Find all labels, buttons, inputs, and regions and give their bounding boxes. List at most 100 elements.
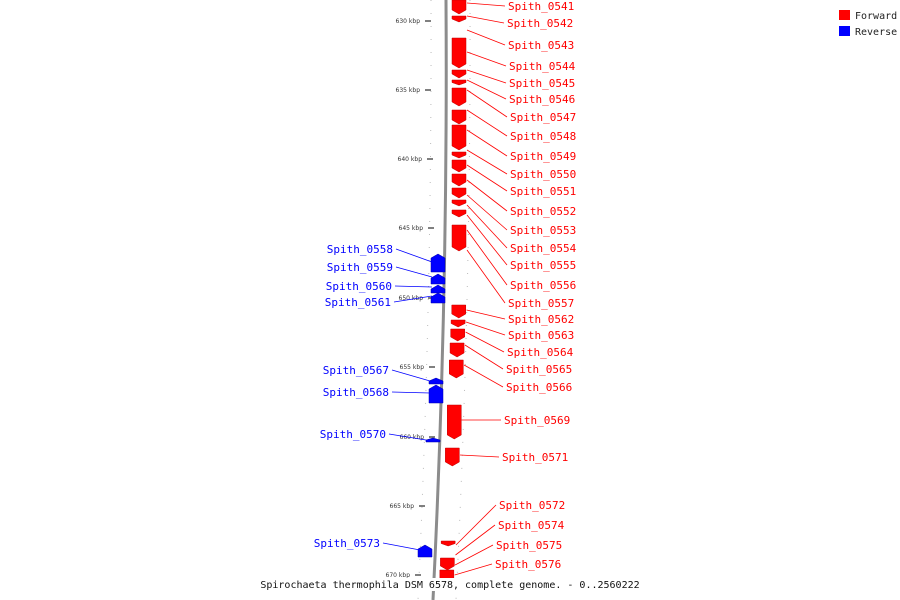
forward-gene-label[interactable]: Spith_0542: [507, 17, 573, 30]
forward-gene-label[interactable]: Spith_0543: [508, 39, 574, 52]
forward-gene-label[interactable]: Spith_0555: [510, 259, 576, 272]
forward-gene-label[interactable]: Spith_0548: [510, 130, 576, 143]
forward-gene-block[interactable]: [451, 15, 467, 23]
reverse-gene-block[interactable]: [425, 437, 441, 443]
forward-gene-label[interactable]: Spith_0571: [502, 451, 568, 464]
forward-gene-label[interactable]: Spith_0569: [504, 414, 570, 427]
forward-gene-label[interactable]: Spith_0545: [509, 77, 575, 90]
reverse-gene-block[interactable]: [430, 292, 446, 304]
forward-gene-block[interactable]: [451, 199, 467, 207]
legend: Forward Reverse: [839, 10, 897, 38]
forward-gene-leader: [466, 109, 508, 137]
forward-gene-leader: [466, 29, 506, 46]
scale-tick-label: 645 kbp: [399, 225, 424, 232]
reverse-gene-label[interactable]: Spith_0570: [320, 428, 386, 441]
forward-gene-label[interactable]: Spith_0554: [510, 242, 577, 255]
forward-gene-label[interactable]: Spith_0564: [507, 346, 574, 359]
forward-gene-label[interactable]: Spith_0575: [496, 539, 562, 552]
reverse-gene-label[interactable]: Spith_0567: [323, 364, 389, 377]
forward-gene-block[interactable]: [449, 342, 465, 358]
forward-gene-leader: [465, 321, 506, 336]
forward-gene-block[interactable]: [451, 187, 467, 199]
reverse-gene-label[interactable]: Spith_0568: [323, 386, 389, 399]
forward-gene-block[interactable]: [451, 151, 467, 159]
forward-gene-label[interactable]: Spith_0574: [498, 519, 565, 532]
forward-gene-leader: [466, 79, 507, 100]
forward-gene-block[interactable]: [451, 224, 467, 252]
forward-gene-label[interactable]: Spith_0562: [508, 313, 574, 326]
forward-gene-block[interactable]: [440, 540, 456, 547]
forward-gene-label[interactable]: Spith_0563: [508, 329, 574, 342]
reverse-gene-label[interactable]: Spith_0573: [314, 537, 380, 550]
forward-gene-label[interactable]: Spith_0576: [495, 558, 561, 571]
forward-gene-label[interactable]: Spith_0556: [510, 279, 576, 292]
forward-gene-block[interactable]: [451, 79, 467, 86]
reverse-gene-block[interactable]: [428, 384, 444, 404]
reverse-gene-label[interactable]: Spith_0559: [327, 261, 393, 274]
forward-gene-leader: [466, 179, 508, 212]
forward-gene-block[interactable]: [451, 159, 467, 173]
forward-gene-label[interactable]: Spith_0551: [510, 185, 576, 198]
scale-tick-label: 670 kbp: [386, 572, 411, 579]
forward-gene-leader: [466, 194, 508, 231]
forward-gene-label[interactable]: Spith_0553: [510, 224, 576, 237]
forward-gene-block[interactable]: [451, 69, 467, 79]
forward-gene-block[interactable]: [440, 557, 455, 571]
forward-gene-block[interactable]: [449, 359, 464, 379]
forward-gene-block[interactable]: [451, 124, 467, 151]
forward-gene-leader: [466, 51, 507, 67]
reverse-gene-block[interactable]: [428, 377, 444, 385]
forward-gene-block[interactable]: [451, 109, 467, 125]
reverse-gene-block[interactable]: [430, 253, 446, 273]
forward-gene-label[interactable]: Spith_0547: [510, 111, 576, 124]
forward-gene-leader: [466, 89, 508, 118]
forward-gene-block[interactable]: [451, 173, 467, 187]
forward-gene-leader: [466, 214, 508, 266]
forward-gene-leader: [466, 15, 505, 24]
legend-forward-swatch: [839, 10, 850, 20]
forward-gene-label[interactable]: Spith_0544: [509, 60, 576, 73]
reverse-gene-block[interactable]: [417, 544, 433, 558]
scale-tick-label: 650 kbp: [399, 295, 424, 302]
forward-gene-block[interactable]: [451, 0, 467, 15]
forward-gene-label[interactable]: Spith_0541: [508, 0, 574, 13]
scale-tick-label: 665 kbp: [390, 503, 415, 510]
forward-gene-block[interactable]: [450, 319, 466, 328]
forward-gene-label[interactable]: Spith_0550: [510, 168, 576, 181]
reverse-gene-leader: [394, 285, 433, 288]
forward-gene-leader: [454, 544, 494, 566]
reverse-gene-label[interactable]: Spith_0558: [327, 243, 393, 256]
forward-gene-block[interactable]: [451, 37, 467, 69]
scale-tick-label: 640 kbp: [398, 156, 423, 163]
reverse-gene-block[interactable]: [430, 273, 446, 285]
forward-gene-block[interactable]: [445, 447, 460, 467]
forward-gene-block[interactable]: [450, 328, 465, 342]
forward-gene-label[interactable]: Spith_0549: [510, 150, 576, 163]
forward-gene-label[interactable]: Spith_0566: [506, 381, 572, 394]
forward-gene-leader: [463, 364, 504, 388]
forward-gene-leader: [466, 309, 506, 320]
forward-gene-leader: [466, 249, 506, 304]
forward-gene-label[interactable]: Spith_0565: [506, 363, 572, 376]
caption-backdrop: [290, 578, 610, 591]
forward-gene-block[interactable]: [451, 87, 467, 107]
forward-gene-block[interactable]: [451, 209, 467, 218]
forward-gene-leader: [466, 164, 508, 192]
forward-gene-block[interactable]: [447, 404, 462, 440]
forward-gene-leader: [455, 524, 496, 556]
reverse-gene-leader: [393, 295, 433, 303]
reverse-gene-leader: [391, 391, 431, 394]
forward-gene-leader: [460, 454, 500, 458]
forward-gene-label[interactable]: Spith_0552: [510, 205, 576, 218]
reverse-gene-label[interactable]: Spith_0561: [325, 296, 391, 309]
legend-forward-label: Forward: [855, 11, 897, 22]
reverse-gene-label[interactable]: Spith_0560: [326, 280, 392, 293]
forward-gene-label[interactable]: Spith_0546: [509, 93, 575, 106]
forward-gene-label[interactable]: Spith_0557: [508, 297, 574, 310]
forward-gene-block[interactable]: [451, 304, 467, 319]
reverse-gene-leader: [388, 433, 427, 441]
scale-tick-label: 635 kbp: [396, 87, 421, 94]
forward-gene-label[interactable]: Spith_0572: [499, 499, 565, 512]
forward-gene-leader: [466, 129, 508, 157]
